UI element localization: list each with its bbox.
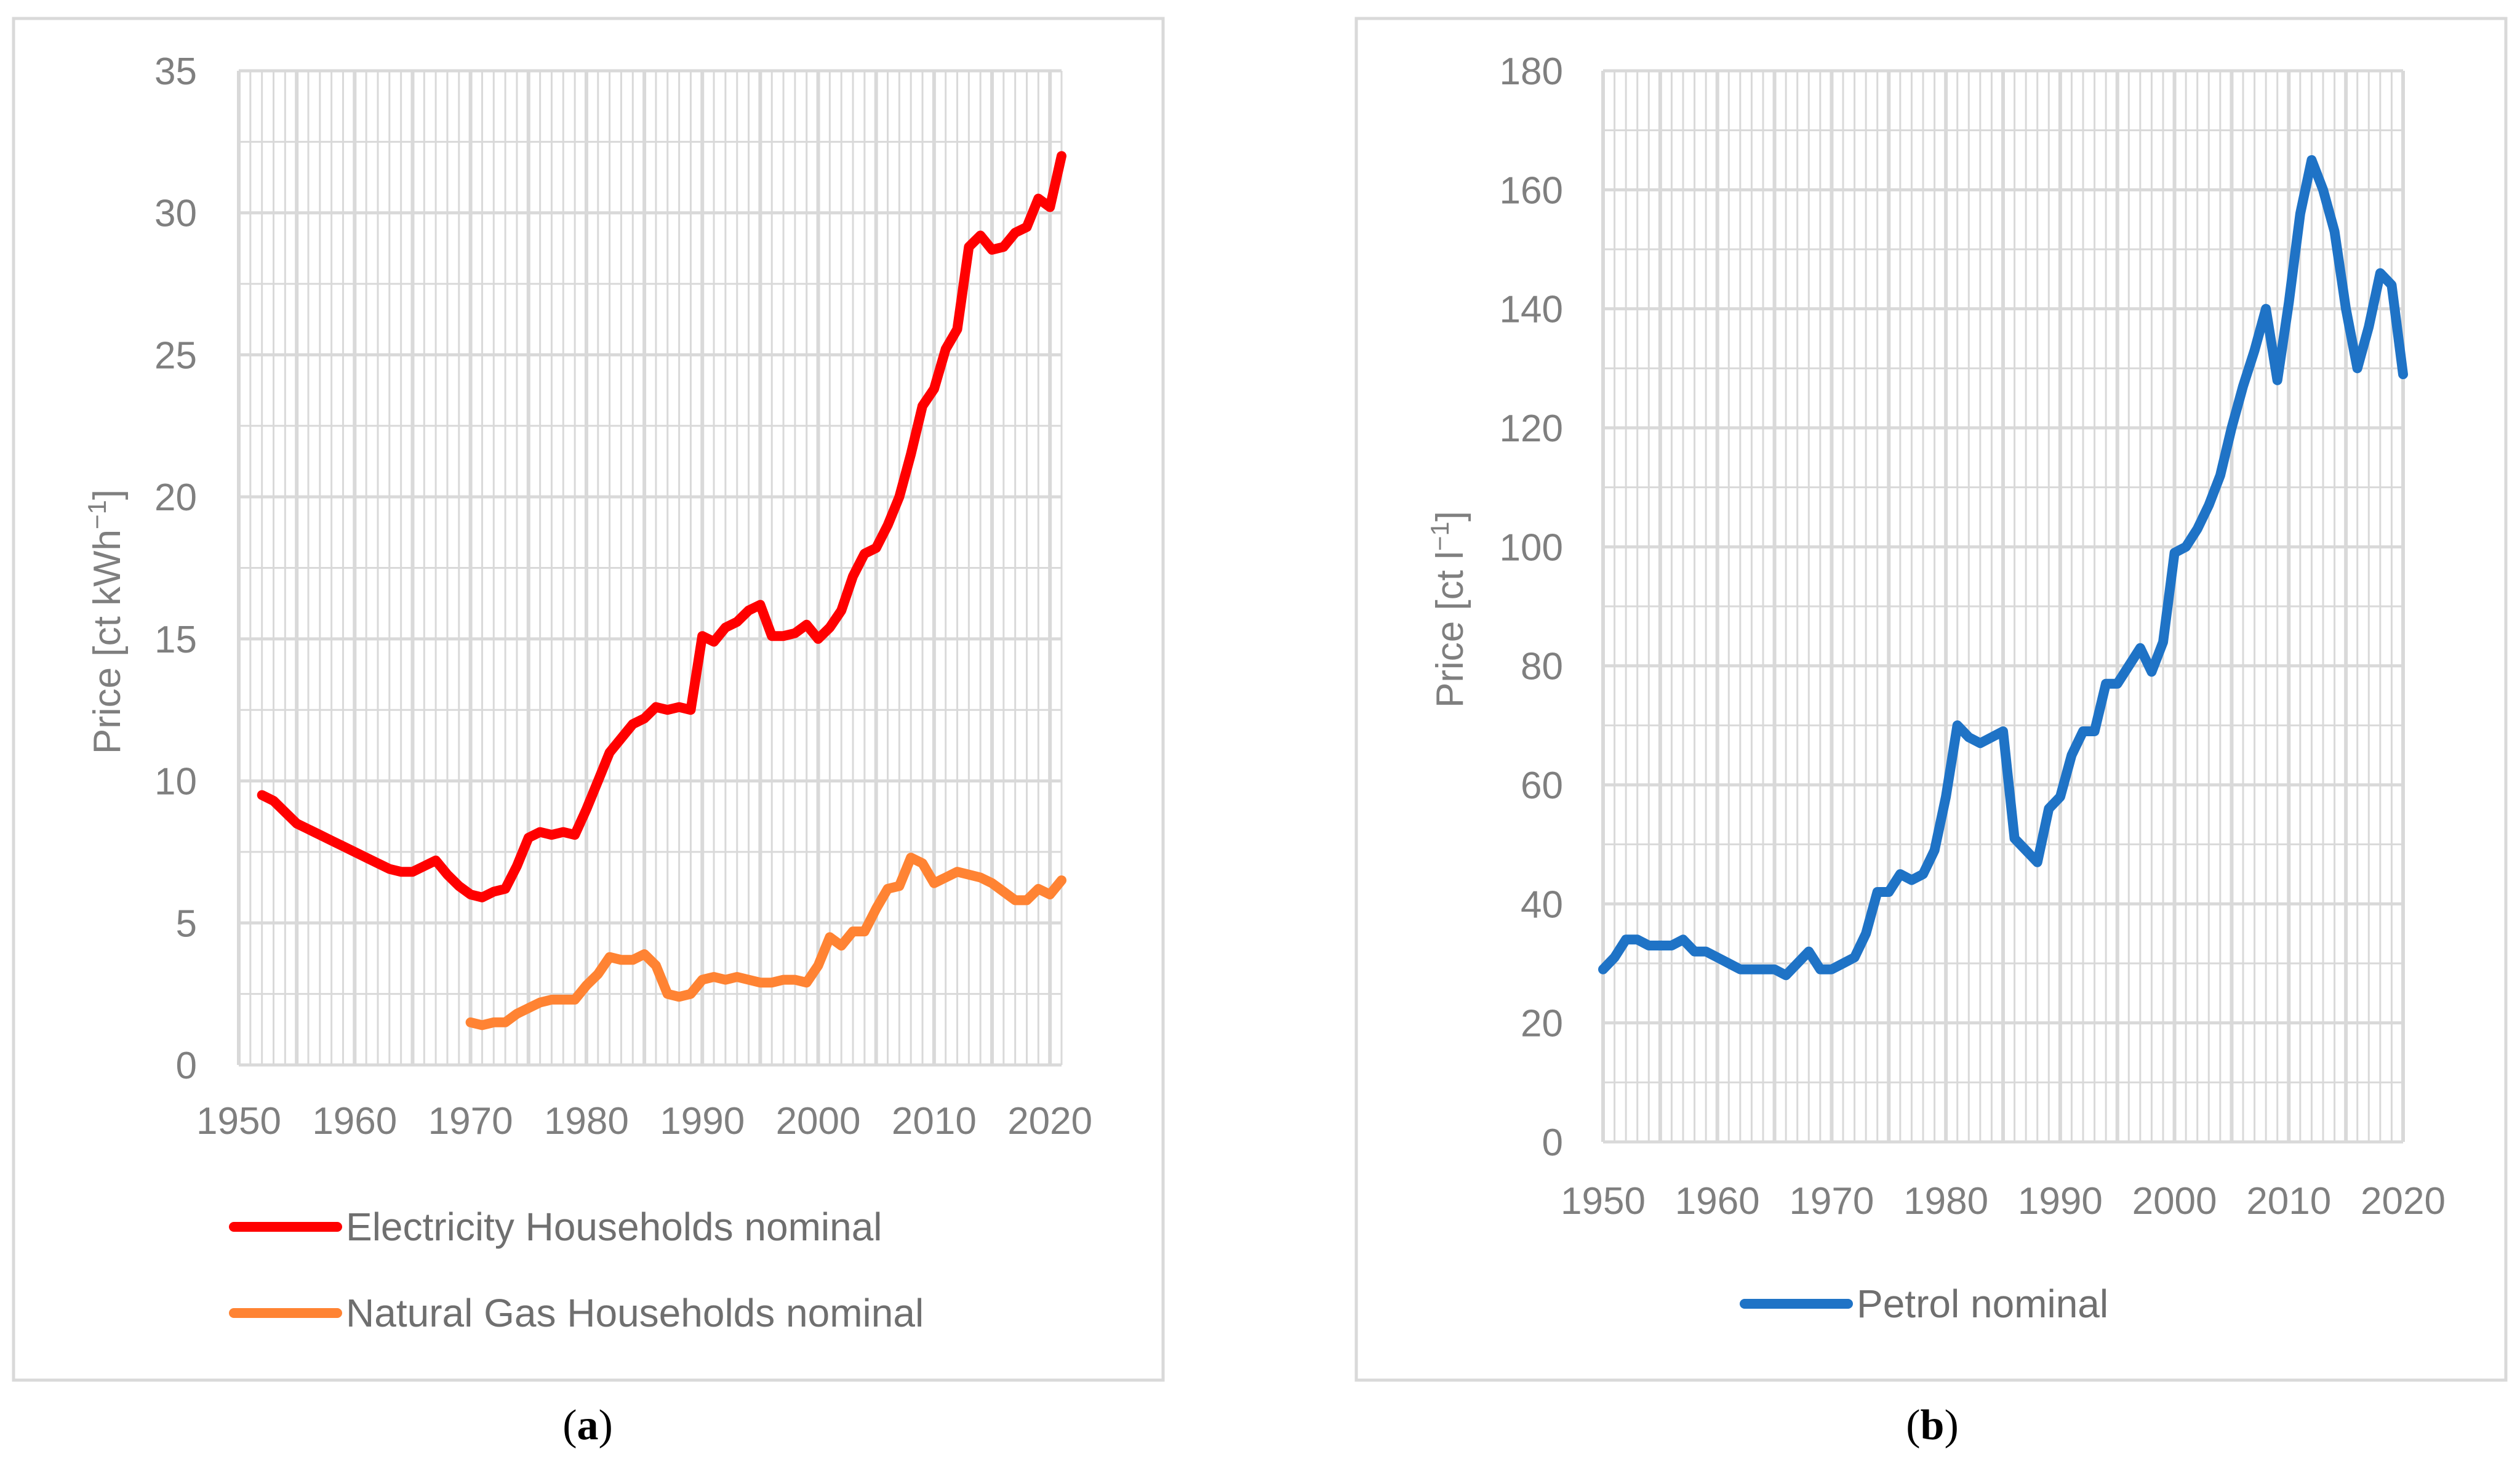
x-tick-label: 1990 — [2018, 1180, 2103, 1223]
y-tick-label: 80 — [1521, 646, 1563, 688]
x-tick-label: 1970 — [1789, 1180, 1874, 1223]
y-tick-label: 160 — [1500, 169, 1563, 212]
y-tick-label: 40 — [1521, 883, 1563, 926]
y-tick-label: 120 — [1500, 408, 1563, 450]
series-line-natural-gas-households-nominal — [465, 853, 1066, 1030]
y-tick-label: 30 — [154, 193, 197, 235]
y-tick-label: 180 — [1500, 50, 1563, 93]
panel-a-legend: Electricity Households nominal Natural Ga… — [229, 1205, 924, 1335]
x-tick-label: 1990 — [660, 1100, 745, 1143]
y-tick-label: 20 — [1521, 1003, 1563, 1045]
y-tick-label: 100 — [1500, 526, 1563, 569]
x-tick-label: 2000 — [2132, 1180, 2217, 1223]
x-tick-label: 1960 — [1675, 1180, 1760, 1223]
panel-b-y-axis-title: Price [ct l−1] — [1425, 511, 1472, 708]
x-tick-label: 2010 — [2246, 1180, 2331, 1223]
y-tick-label: 25 — [154, 334, 197, 377]
y-tick-label: 15 — [154, 619, 197, 661]
y-tick-label: 0 — [176, 1045, 197, 1087]
x-tick-label: 2000 — [776, 1100, 861, 1143]
panel-b-caption: (b) — [1906, 1402, 1959, 1449]
x-tick-label: 1970 — [428, 1100, 513, 1143]
y-tick-label: 60 — [1521, 765, 1563, 807]
legend-label: Natural Gas Households nominal — [346, 1291, 924, 1335]
x-tick-label: 1950 — [1561, 1180, 1646, 1223]
x-tick-label: 1960 — [312, 1100, 397, 1143]
panel-b-plot: 0 20 40 60 80 100 120 140 160 180 1950 1960 1970 1980… — [1500, 50, 2446, 1223]
x-tick-label: 1980 — [544, 1100, 629, 1143]
x-tick-label: 1980 — [1903, 1180, 1988, 1223]
x-tick-label: 2020 — [2361, 1180, 2446, 1223]
x-tick-label: 2020 — [1007, 1100, 1092, 1143]
y-tick-label: 35 — [154, 50, 197, 93]
x-tick-label: 2010 — [892, 1100, 977, 1143]
y-tick-label: 0 — [1542, 1122, 1563, 1164]
y-tick-label: 10 — [154, 761, 197, 803]
panel-b-frame — [1354, 17, 2508, 1382]
legend-label: Petrol nominal — [1857, 1282, 2108, 1326]
y-tick-label: 20 — [154, 476, 197, 519]
panel-b-legend: Petrol nominal — [1740, 1282, 2108, 1326]
panel-a-y-axis-title: Price [ct kWh−1] — [82, 489, 129, 754]
y-tick-label: 140 — [1500, 289, 1563, 331]
y-tick-label: 5 — [176, 902, 197, 945]
legend-label: Electricity Households nominal — [346, 1205, 882, 1249]
x-tick-label: 1950 — [196, 1100, 281, 1143]
panel-a-caption: (a) — [562, 1402, 613, 1449]
series-line-electricity-households-nominal — [257, 151, 1066, 902]
panel-a-plot: 0 5 10 15 20 25 30 35 1950 1960 1970 1980 1990 2000 20… — [154, 50, 1092, 1143]
